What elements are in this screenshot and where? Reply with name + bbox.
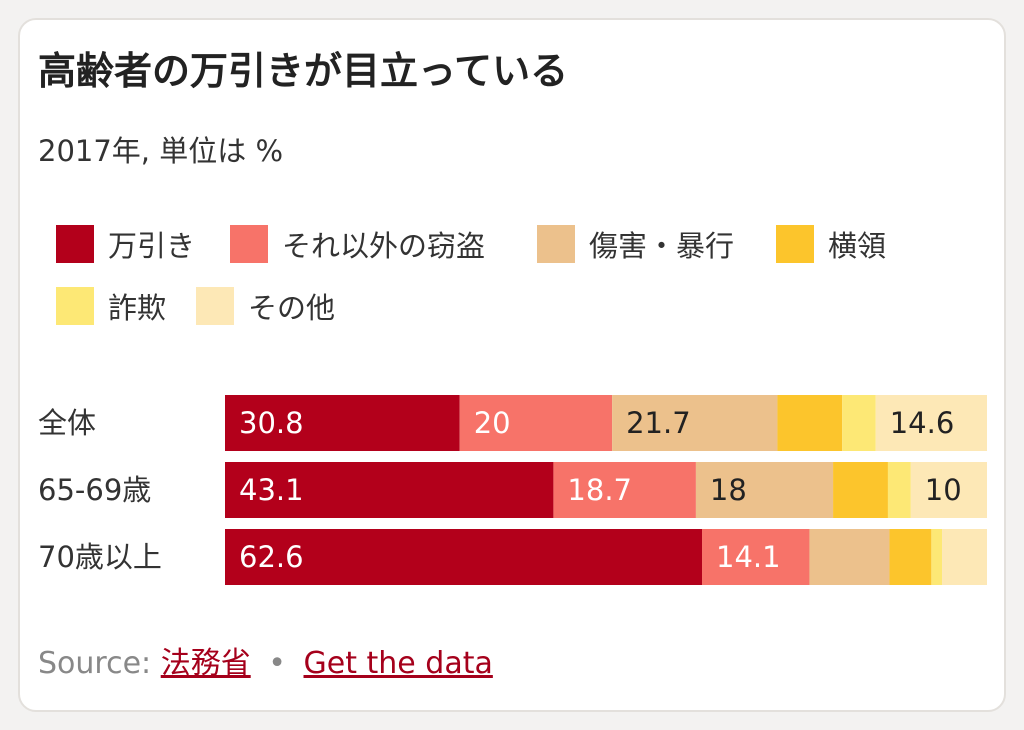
bar-segment [612,395,778,451]
chart-title: 高齢者の万引きが目立っている [38,49,569,93]
legend-swatch [230,225,268,263]
legend-item-other: その他 [196,286,335,326]
legend-swatch [776,225,814,263]
get-data-link[interactable]: Get the data [303,646,493,681]
bar-value-label: 14.6 [890,406,955,440]
source-prefix: Source: [38,646,152,681]
bar-segment [931,529,943,585]
legend-label: 傷害・暴行 [589,229,735,263]
bar-value-label: 10 [925,473,962,507]
bar-segment [942,529,987,585]
legend-label: その他 [248,291,336,325]
legend-item-assault: 傷害・暴行 [537,224,734,264]
bar-value-label: 18.7 [567,473,632,507]
legend-label: 万引き [108,229,196,263]
bar-segment [702,529,810,585]
bar-segment [553,462,696,518]
legend-item-other-theft: それ以外の窃盗 [230,224,485,264]
bar-value-label: 21.7 [626,406,691,440]
bar-segment [225,395,460,451]
legend-swatch [537,225,575,263]
legend-item-shoplifting: 万引き [56,224,195,264]
legend-label: 横領 [828,229,887,263]
bar-value-label: 43.1 [239,473,304,507]
source-link[interactable]: 法務省 [160,646,251,681]
legend-swatch [196,287,234,325]
bar-segment [777,395,843,451]
legend-swatch [56,287,94,325]
bar-segment [910,462,987,518]
bar-value-label: 20 [474,406,511,440]
bar-value-label: 62.6 [239,540,304,574]
bar-segment [809,529,890,585]
legend-item-embezzlement: 横領 [776,224,886,264]
legend-item-fraud: 詐欺 [56,286,166,326]
bar-value-label: 18 [710,473,747,507]
row-label-all: 全体 [38,406,97,440]
bar-segment [695,462,834,518]
legend-label: それ以外の窃盗 [282,229,486,263]
row-label-65-69: 65-69歳 [38,473,152,507]
separator-dot: • [268,646,286,681]
bar-segment [889,529,932,585]
source-footer: Source: 法務省 • Get the data [38,638,493,682]
bar-segment [225,462,554,518]
bar-segment [842,395,876,451]
bar-segment [459,395,613,451]
bar-value-label: 30.8 [239,406,304,440]
bar-segment [833,462,888,518]
chart-subtitle: 2017年, 単位は % [38,134,284,168]
legend-label: 詐欺 [108,291,167,325]
bar-segment [225,529,703,585]
bar-segment [887,462,911,518]
bar-segment [875,395,987,451]
chart-card [18,18,1006,712]
row-label-70-plus: 70歳以上 [38,540,162,574]
legend-swatch [56,225,94,263]
bar-value-label: 14.1 [716,540,781,574]
